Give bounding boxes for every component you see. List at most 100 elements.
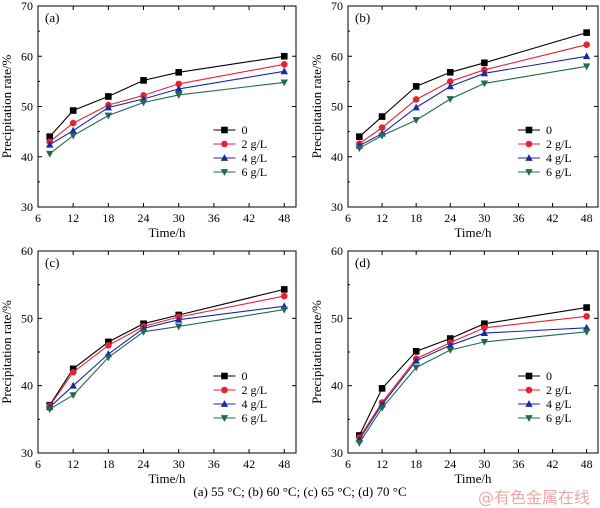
data-point bbox=[139, 99, 148, 107]
data-point bbox=[412, 96, 420, 103]
data-point bbox=[69, 381, 77, 389]
x-tick-label: 30 bbox=[173, 211, 185, 225]
series-line bbox=[49, 309, 285, 410]
y-axis-label: Precipitation rate/% bbox=[309, 300, 324, 404]
y-tick-label: 40 bbox=[21, 150, 33, 164]
legend-marker bbox=[525, 154, 533, 161]
x-tick-label: 48 bbox=[278, 211, 290, 225]
data-point bbox=[104, 354, 113, 362]
y-tick-label: 50 bbox=[21, 100, 33, 114]
data-point bbox=[356, 133, 363, 140]
data-point bbox=[280, 79, 288, 87]
data-point bbox=[104, 112, 113, 120]
data-point bbox=[175, 80, 183, 88]
x-tick-label: 42 bbox=[547, 457, 559, 471]
series-line bbox=[359, 65, 587, 149]
data-point bbox=[446, 335, 454, 342]
legend-entry: 0 bbox=[241, 123, 247, 137]
x-tick-label: 12 bbox=[67, 457, 79, 471]
data-point bbox=[280, 60, 288, 68]
legend-entry: 4 g/L bbox=[546, 151, 572, 165]
panel-label: (b) bbox=[355, 10, 370, 25]
x-tick-label: 24 bbox=[444, 211, 456, 225]
series-1 bbox=[46, 60, 288, 145]
legend-entry: 2 g/L bbox=[546, 383, 572, 397]
legend-marker bbox=[220, 400, 229, 407]
data-point bbox=[69, 368, 77, 376]
data-point bbox=[378, 113, 386, 120]
data-point bbox=[280, 52, 288, 60]
x-tick-label: 30 bbox=[478, 457, 490, 471]
x-axis-label: Time/h bbox=[148, 225, 186, 240]
panel-label: (c) bbox=[45, 255, 59, 270]
x-tick-label: 30 bbox=[478, 211, 490, 225]
x-tick-label: 18 bbox=[102, 211, 114, 225]
data-point bbox=[69, 107, 77, 114]
chart-panel-a: 6 12 18 24 30 36 42 48 30 40 50 60 70 Time/h Precipita… bbox=[0, 0, 297, 240]
legend-marker bbox=[525, 415, 533, 422]
legend-marker bbox=[221, 372, 228, 380]
series-line bbox=[359, 44, 587, 145]
y-tick-label: 30 bbox=[21, 446, 33, 460]
data-point bbox=[105, 93, 112, 100]
x-tick-label: 6 bbox=[345, 211, 351, 225]
x-axis-label: Time/h bbox=[454, 225, 492, 240]
y-tick-label: 70 bbox=[331, 0, 343, 13]
figure-caption: (a) 55 °C; (b) 60 °C; (c) 65 °C; (d) 70 … bbox=[193, 484, 407, 499]
series-line bbox=[49, 81, 285, 155]
legend-marker bbox=[525, 126, 533, 134]
data-point bbox=[582, 63, 591, 71]
data-point bbox=[355, 145, 364, 153]
data-point bbox=[175, 69, 183, 76]
data-point bbox=[105, 341, 112, 349]
data-point bbox=[582, 52, 591, 60]
data-point bbox=[140, 77, 147, 84]
legend-marker bbox=[525, 386, 533, 394]
x-tick-label: 36 bbox=[208, 211, 220, 225]
x-tick-label: 24 bbox=[138, 211, 150, 225]
data-point bbox=[446, 78, 454, 85]
series-0 bbox=[356, 29, 590, 140]
chart-panel-d: 6 12 18 24 30 36 42 48 30 40 50 60 Time/h Precipitati… bbox=[309, 244, 599, 484]
legend-entry: 4 g/L bbox=[546, 397, 572, 411]
data-point bbox=[175, 315, 183, 323]
series-line bbox=[49, 63, 285, 143]
data-point bbox=[378, 124, 386, 131]
series-3 bbox=[46, 306, 288, 414]
y-axis-label: Precipitation rate/% bbox=[309, 55, 324, 159]
data-point bbox=[104, 103, 113, 111]
data-point bbox=[481, 320, 488, 328]
series-line bbox=[49, 305, 285, 408]
data-point bbox=[280, 306, 288, 314]
y-tick-label: 30 bbox=[331, 446, 343, 460]
x-tick-label: 6 bbox=[345, 457, 351, 471]
chart-panel-b: 6 12 18 24 30 36 42 48 30 40 50 60 70 Time/h Precipita… bbox=[309, 0, 599, 240]
y-tick-label: 60 bbox=[21, 49, 33, 63]
x-tick-label: 48 bbox=[581, 211, 593, 225]
x-tick-label: 42 bbox=[243, 211, 255, 225]
y-tick-label: 50 bbox=[331, 100, 343, 114]
series-2 bbox=[46, 67, 288, 148]
legend-marker bbox=[220, 154, 229, 161]
series-line bbox=[359, 55, 587, 147]
data-point bbox=[412, 356, 420, 364]
data-point bbox=[583, 41, 590, 48]
x-tick-label: 12 bbox=[67, 211, 79, 225]
legend: 02 g/L4 g/L6 g/L bbox=[518, 123, 572, 179]
y-tick-label: 60 bbox=[331, 49, 343, 63]
legend-marker bbox=[525, 140, 533, 148]
x-tick-label: 12 bbox=[376, 211, 388, 225]
data-point bbox=[446, 347, 454, 354]
y-tick-label: 30 bbox=[331, 200, 343, 214]
data-point bbox=[412, 364, 420, 372]
data-point bbox=[446, 82, 454, 90]
figure-canvas: 6 12 18 24 30 36 42 483040506070Time/hPrecipita… bbox=[0, 0, 599, 484]
x-tick-label: 36 bbox=[512, 211, 524, 225]
x-tick-label: 18 bbox=[410, 457, 422, 471]
x-tick-label: 42 bbox=[243, 457, 255, 471]
series-line bbox=[358, 315, 587, 438]
data-point bbox=[480, 80, 489, 88]
legend-marker bbox=[525, 169, 533, 176]
data-point bbox=[378, 132, 386, 140]
y-tick-label: 60 bbox=[331, 244, 343, 258]
